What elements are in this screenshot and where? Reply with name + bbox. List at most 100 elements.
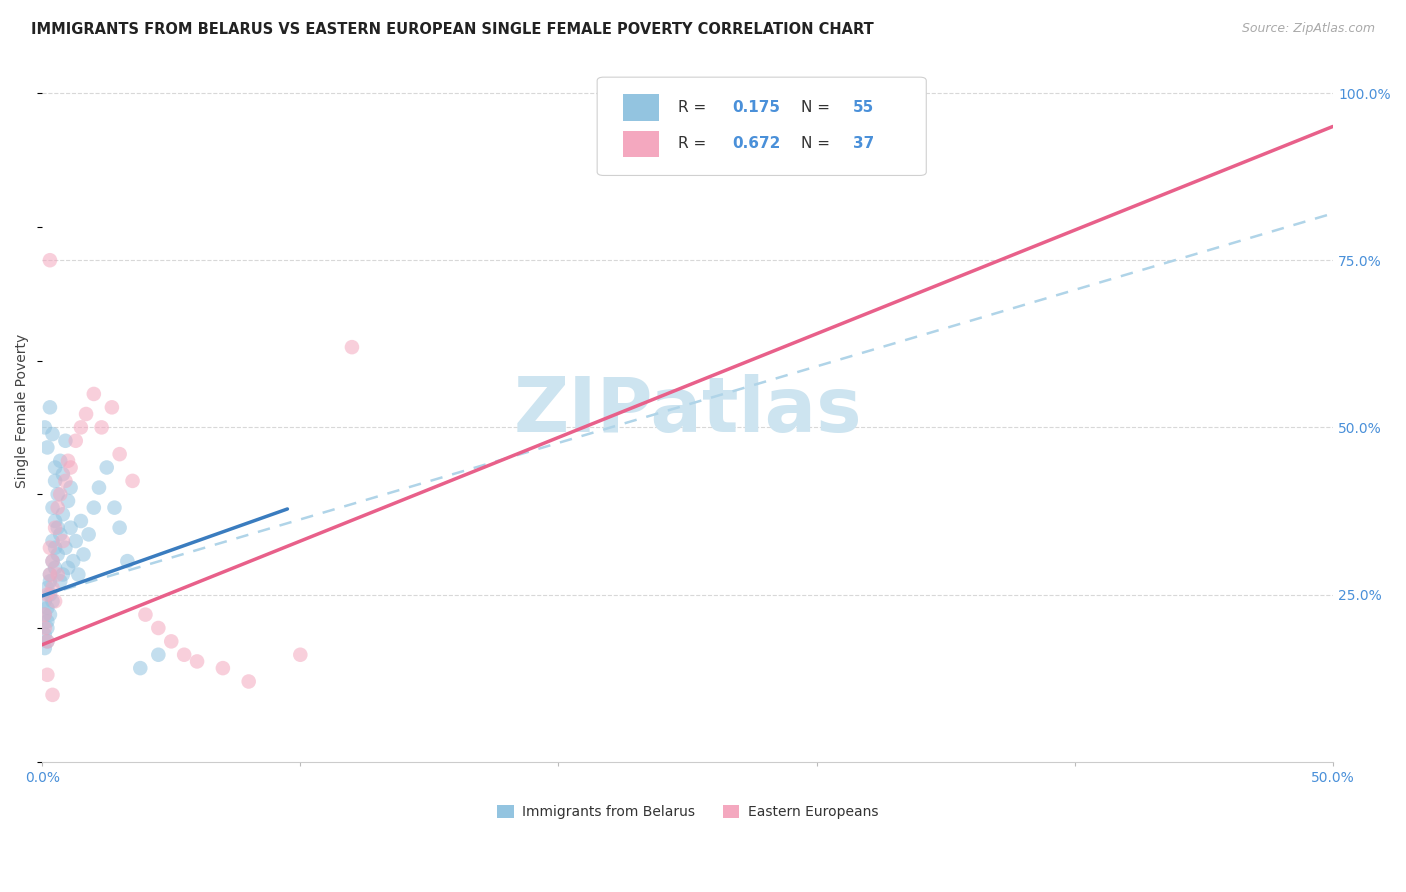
Point <box>37 615 59 629</box>
Point <box>44 514 66 528</box>
Point <box>75 407 97 421</box>
Point <box>83 500 105 515</box>
Point <box>65 434 87 448</box>
Bar <box>623 130 659 157</box>
Point <box>186 655 208 669</box>
Point <box>52 467 75 482</box>
Point <box>56 454 79 468</box>
Text: IMMIGRANTS FROM BELARUS VS EASTERN EUROPEAN SINGLE FEMALE POVERTY CORRELATION CH: IMMIGRANTS FROM BELARUS VS EASTERN EUROP… <box>31 22 873 37</box>
Text: 0.175: 0.175 <box>733 100 780 115</box>
Point <box>39 567 62 582</box>
Point <box>41 581 63 595</box>
Point <box>56 494 79 508</box>
Point <box>72 548 94 562</box>
Text: 37: 37 <box>852 136 875 152</box>
Point <box>39 401 62 415</box>
Point <box>56 561 79 575</box>
Point <box>34 628 56 642</box>
Point <box>46 521 69 535</box>
Point <box>41 500 63 515</box>
Text: 55: 55 <box>852 100 875 115</box>
FancyBboxPatch shape <box>598 77 927 176</box>
Point <box>148 621 170 635</box>
Point <box>39 607 62 622</box>
Point <box>39 588 62 602</box>
Point <box>44 474 66 488</box>
Point <box>34 621 56 635</box>
Bar <box>623 94 659 120</box>
Text: R =: R = <box>679 100 711 115</box>
Point <box>59 481 82 495</box>
Text: N =: N = <box>801 100 835 115</box>
Point <box>49 487 72 501</box>
Point <box>87 481 110 495</box>
Point <box>212 661 235 675</box>
Point <box>49 574 72 589</box>
Point <box>46 567 69 582</box>
Point <box>39 574 62 589</box>
Point <box>52 567 75 582</box>
Point <box>39 541 62 555</box>
Point <box>77 527 100 541</box>
Point <box>59 460 82 475</box>
Point <box>37 621 59 635</box>
Point <box>148 648 170 662</box>
Point <box>173 648 195 662</box>
Text: Source: ZipAtlas.com: Source: ZipAtlas.com <box>1241 22 1375 36</box>
Point <box>52 508 75 522</box>
Point <box>37 441 59 455</box>
Y-axis label: Single Female Poverty: Single Female Poverty <box>15 334 30 488</box>
Point <box>70 514 93 528</box>
Point <box>37 634 59 648</box>
Point <box>41 427 63 442</box>
Point <box>70 420 93 434</box>
Point <box>41 534 63 549</box>
Point <box>34 641 56 656</box>
Point <box>34 594 56 608</box>
Point <box>39 567 62 582</box>
Point <box>37 588 59 602</box>
Point <box>160 634 183 648</box>
Point <box>238 674 260 689</box>
Text: N =: N = <box>801 136 835 152</box>
Point <box>34 420 56 434</box>
Point <box>44 594 66 608</box>
Point <box>96 460 118 475</box>
Point <box>103 500 125 515</box>
Point <box>41 554 63 568</box>
Point <box>62 554 84 568</box>
Point <box>46 500 69 515</box>
Point <box>44 521 66 535</box>
Point <box>67 567 90 582</box>
Point <box>55 541 77 555</box>
Point <box>37 601 59 615</box>
Point <box>101 401 124 415</box>
Point <box>59 521 82 535</box>
Point <box>52 534 75 549</box>
Point <box>121 474 143 488</box>
Point <box>37 634 59 648</box>
Point <box>44 460 66 475</box>
Point <box>34 607 56 622</box>
Point <box>65 534 87 549</box>
Point <box>129 661 152 675</box>
Point <box>55 474 77 488</box>
Point <box>39 253 62 268</box>
Point <box>44 561 66 575</box>
Point <box>41 594 63 608</box>
Point <box>41 688 63 702</box>
Point <box>46 487 69 501</box>
Point <box>49 454 72 468</box>
Text: R =: R = <box>679 136 711 152</box>
Point <box>46 548 69 562</box>
Point <box>44 541 66 555</box>
Point <box>90 420 112 434</box>
Point <box>55 434 77 448</box>
Point <box>117 554 139 568</box>
Legend: Immigrants from Belarus, Eastern Europeans: Immigrants from Belarus, Eastern Europea… <box>491 800 884 825</box>
Point <box>108 447 131 461</box>
Text: 0.672: 0.672 <box>733 136 782 152</box>
Point <box>37 581 59 595</box>
Point <box>49 527 72 541</box>
Point <box>134 607 156 622</box>
